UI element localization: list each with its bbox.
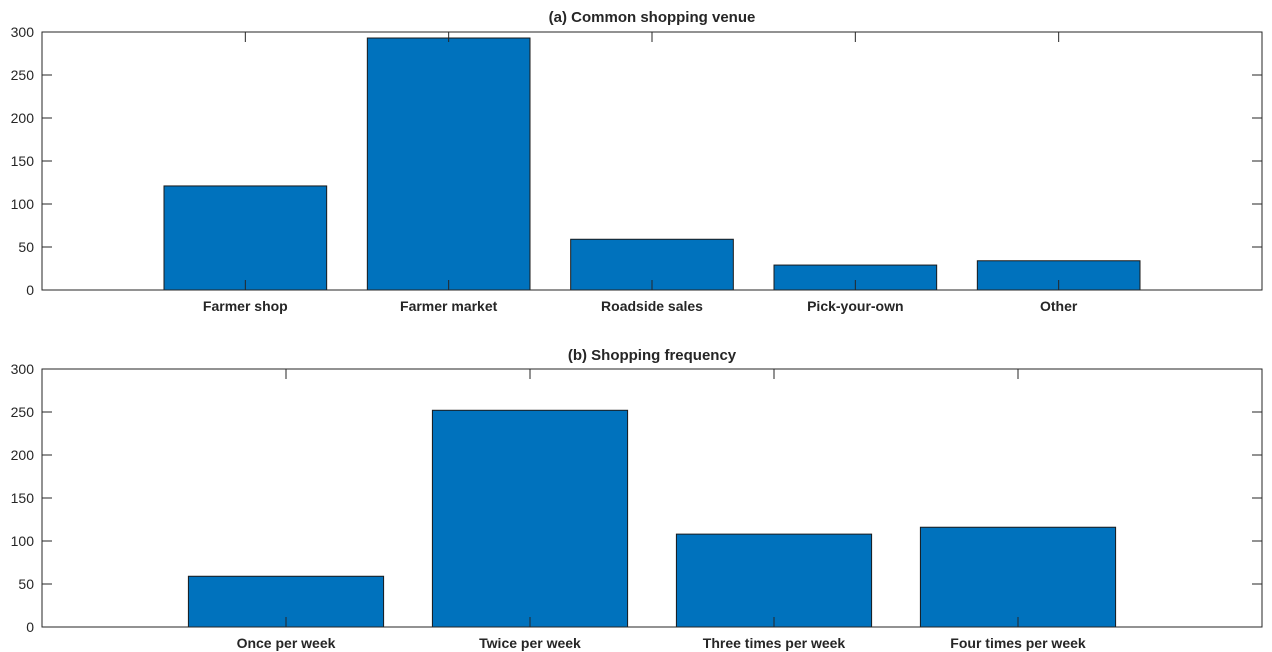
y-tick-label: 300 [11, 24, 35, 40]
bar [163, 185, 328, 291]
y-tick-label: 50 [18, 239, 34, 255]
y-tick-label: 200 [11, 110, 35, 126]
chart-title: (a) Common shopping venue [549, 9, 756, 26]
y-tick-label: 50 [18, 576, 34, 592]
x-tick-label: Once per week [237, 635, 336, 651]
y-tick-label: 250 [11, 404, 35, 420]
bar [919, 526, 1117, 628]
bar [431, 409, 629, 628]
x-tick-label: Twice per week [479, 635, 581, 651]
x-tick-label: Three times per week [703, 635, 846, 651]
x-tick-label: Pick-your-own [807, 298, 903, 314]
y-tick-label: 300 [11, 361, 35, 377]
y-tick-label: 150 [11, 490, 35, 506]
y-tick-label: 100 [11, 196, 35, 212]
y-tick-label: 200 [11, 447, 35, 463]
x-tick-label: Farmer shop [203, 298, 288, 314]
chart-title: (b) Shopping frequency [568, 347, 737, 364]
bar [675, 533, 873, 628]
x-tick-label: Roadside sales [601, 298, 703, 314]
y-tick-label: 150 [11, 153, 35, 169]
bar [976, 260, 1141, 291]
chart-common-shopping-venue: (a) Common shopping venue Farmer shop Farm… [11, 9, 1263, 314]
chart-shopping-frequency: (b) Shopping frequency Once per week Twice… [11, 347, 1263, 651]
y-tick-label: 0 [26, 619, 34, 635]
y-tick-label: 100 [11, 533, 35, 549]
x-tick-label: Farmer market [400, 298, 498, 314]
y-tick-label: 0 [26, 282, 34, 298]
x-tick-label: Four times per week [950, 635, 1086, 651]
bar [366, 37, 531, 291]
y-tick-label: 250 [11, 67, 35, 83]
x-tick-label: Other [1040, 298, 1078, 314]
